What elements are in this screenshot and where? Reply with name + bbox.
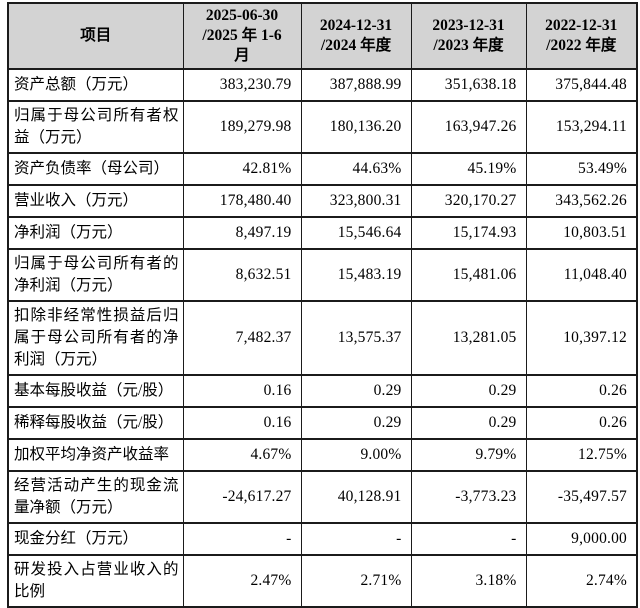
value-cell: 351,638.18	[410, 68, 527, 103]
financial-summary-table-container: 项目 2025-06-30 /2025 年 1-6 月 2024-12-31 /…	[7, 1, 638, 608]
value-cell: 10,803.51	[525, 216, 638, 251]
table-row-net-profit: 净利润（万元） 8,497.19 15,546.64 15,174.93 10,…	[7, 216, 638, 251]
value-cell: 320,170.27	[410, 184, 527, 219]
table-row-basic-eps: 基本每股收益（元/股） 0.16 0.29 0.29 0.26	[7, 374, 638, 409]
table-row-total-assets: 资产总额（万元） 383,230.79 387,888.99 351,638.1…	[7, 68, 638, 103]
table-row-rd-ratio: 研发投入占营业收入的比例 2.47% 2.71% 3.18% 2.74%	[7, 554, 638, 608]
value-cell: 11,048.40	[525, 248, 638, 303]
row-label: 归属于母公司所有者权益（万元）	[7, 100, 184, 155]
table-row-parent-net-profit: 归属于母公司所有者的净利润（万元） 8,632.51 15,483.19 15,…	[7, 248, 638, 303]
value-cell: 10,397.12	[525, 300, 638, 377]
value-cell: -	[300, 522, 412, 557]
value-cell: 13,575.37	[300, 300, 412, 377]
value-cell: 15,481.06	[410, 248, 527, 303]
value-cell: 343,562.26	[525, 184, 638, 219]
table-row-debt-ratio: 资产负债率（母公司） 42.81% 44.63% 45.19% 53.49%	[7, 152, 638, 187]
table-row-adjusted-net-profit: 扣除非经常性损益后归属于母公司所有者的净利润（万元） 7,482.37 13,5…	[7, 300, 638, 377]
value-cell: 0.29	[410, 374, 527, 409]
value-cell: 9,000.00	[525, 522, 638, 557]
value-cell: 42.81%	[182, 152, 302, 187]
value-cell: 189,279.98	[182, 100, 302, 155]
value-cell: 0.29	[300, 406, 412, 441]
header-row: 项目 2025-06-30 /2025 年 1-6 月 2024-12-31 /…	[7, 1, 638, 71]
table-row-cash-dividend: 现金分红（万元） - - - 9,000.00	[7, 522, 638, 557]
value-cell: 9.00%	[300, 438, 412, 473]
row-label: 基本每股收益（元/股）	[7, 374, 184, 409]
value-cell: 178,480.40	[182, 184, 302, 219]
table-row-operating-cash-flow: 经营活动产生的现金流量净额（万元） -24,617.27 40,128.91 -…	[7, 470, 638, 525]
value-cell: -35,497.57	[525, 470, 638, 525]
value-cell: 0.16	[182, 406, 302, 441]
value-cell: 2.74%	[525, 554, 638, 608]
value-cell: 15,174.93	[410, 216, 527, 251]
value-cell: -	[182, 522, 302, 557]
col-header-2023: 2023-12-31 /2023 年度	[410, 1, 527, 71]
value-cell: 2.47%	[182, 554, 302, 608]
row-label: 归属于母公司所有者的净利润（万元）	[7, 248, 184, 303]
row-label: 研发投入占营业收入的比例	[7, 554, 184, 608]
value-cell: 383,230.79	[182, 68, 302, 103]
value-cell: 0.26	[525, 374, 638, 409]
financial-summary-table: 项目 2025-06-30 /2025 年 1-6 月 2024-12-31 /…	[7, 1, 638, 608]
value-cell: 0.29	[300, 374, 412, 409]
value-cell: 180,136.20	[300, 100, 412, 155]
value-cell: 45.19%	[410, 152, 527, 187]
value-cell: 323,800.31	[300, 184, 412, 219]
value-cell: 7,482.37	[182, 300, 302, 377]
value-cell: 0.29	[410, 406, 527, 441]
col-header-2024: 2024-12-31 /2024 年度	[300, 1, 412, 71]
value-cell: 9.79%	[410, 438, 527, 473]
row-label: 资产负债率（母公司）	[7, 152, 184, 187]
value-cell: 13,281.05	[410, 300, 527, 377]
value-cell: -	[410, 522, 527, 557]
value-cell: 44.63%	[300, 152, 412, 187]
col-header-2022: 2022-12-31 /2022 年度	[525, 1, 638, 71]
row-label: 经营活动产生的现金流量净额（万元）	[7, 470, 184, 525]
table-row-parent-equity: 归属于母公司所有者权益（万元） 189,279.98 180,136.20 16…	[7, 100, 638, 155]
value-cell: 2.71%	[300, 554, 412, 608]
value-cell: 3.18%	[410, 554, 527, 608]
value-cell: 375,844.48	[525, 68, 638, 103]
row-label: 净利润（万元）	[7, 216, 184, 251]
value-cell: 0.16	[182, 374, 302, 409]
col-header-2025-h1: 2025-06-30 /2025 年 1-6 月	[182, 1, 302, 71]
value-cell: 163,947.26	[410, 100, 527, 155]
value-cell: 387,888.99	[300, 68, 412, 103]
value-cell: 12.75%	[525, 438, 638, 473]
row-label: 稀释每股收益（元/股）	[7, 406, 184, 441]
col-header-item: 项目	[7, 1, 184, 71]
row-label: 营业收入（万元）	[7, 184, 184, 219]
value-cell: 0.26	[525, 406, 638, 441]
value-cell: 15,483.19	[300, 248, 412, 303]
value-cell: -24,617.27	[182, 470, 302, 525]
table-row-revenue: 营业收入（万元） 178,480.40 323,800.31 320,170.2…	[7, 184, 638, 219]
value-cell: 40,128.91	[300, 470, 412, 525]
row-label: 加权平均净资产收益率	[7, 438, 184, 473]
row-label: 现金分红（万元）	[7, 522, 184, 557]
table-row-diluted-eps: 稀释每股收益（元/股） 0.16 0.29 0.29 0.26	[7, 406, 638, 441]
value-cell: 8,497.19	[182, 216, 302, 251]
row-label: 扣除非经常性损益后归属于母公司所有者的净利润（万元）	[7, 300, 184, 377]
value-cell: -3,773.23	[410, 470, 527, 525]
value-cell: 8,632.51	[182, 248, 302, 303]
value-cell: 153,294.11	[525, 100, 638, 155]
row-label: 资产总额（万元）	[7, 68, 184, 103]
table-row-weighted-roe: 加权平均净资产收益率 4.67% 9.00% 9.79% 12.75%	[7, 438, 638, 473]
value-cell: 53.49%	[525, 152, 638, 187]
value-cell: 4.67%	[182, 438, 302, 473]
value-cell: 15,546.64	[300, 216, 412, 251]
